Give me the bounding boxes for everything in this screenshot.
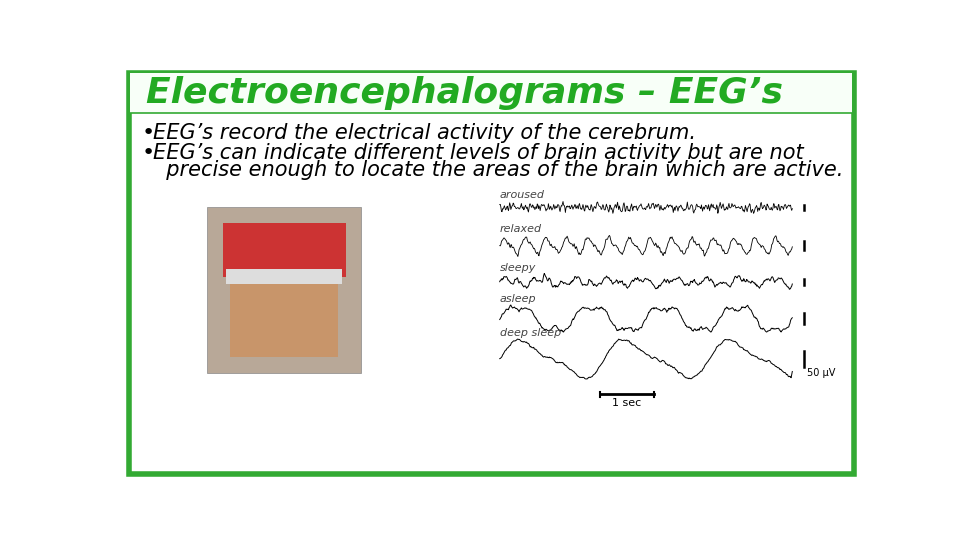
Text: relaxed: relaxed [500, 224, 541, 234]
Bar [227, 269, 342, 284]
Bar [230, 222, 338, 357]
Text: sleepy: sleepy [500, 262, 536, 273]
Bar [223, 222, 346, 276]
Text: deep sleep: deep sleep [500, 328, 561, 338]
Text: EEG’s can indicate different levels of brain activity but are not: EEG’s can indicate different levels of b… [154, 143, 804, 163]
Text: •: • [142, 143, 155, 163]
Text: EEG’s record the electrical activity of the cerebrum.: EEG’s record the electrical activity of … [154, 123, 696, 143]
Text: aroused: aroused [500, 190, 544, 200]
Text: precise enough to locate the areas of the brain which are active.: precise enough to locate the areas of th… [154, 159, 844, 179]
Text: 50 μV: 50 μV [807, 368, 835, 379]
Text: 1 sec: 1 sec [612, 398, 641, 408]
Text: Electroencephalograms – EEG’s: Electroencephalograms – EEG’s [146, 76, 782, 110]
Bar [131, 72, 852, 112]
Bar [207, 207, 361, 373]
Text: •: • [142, 123, 155, 143]
Text: asleep: asleep [500, 294, 537, 304]
